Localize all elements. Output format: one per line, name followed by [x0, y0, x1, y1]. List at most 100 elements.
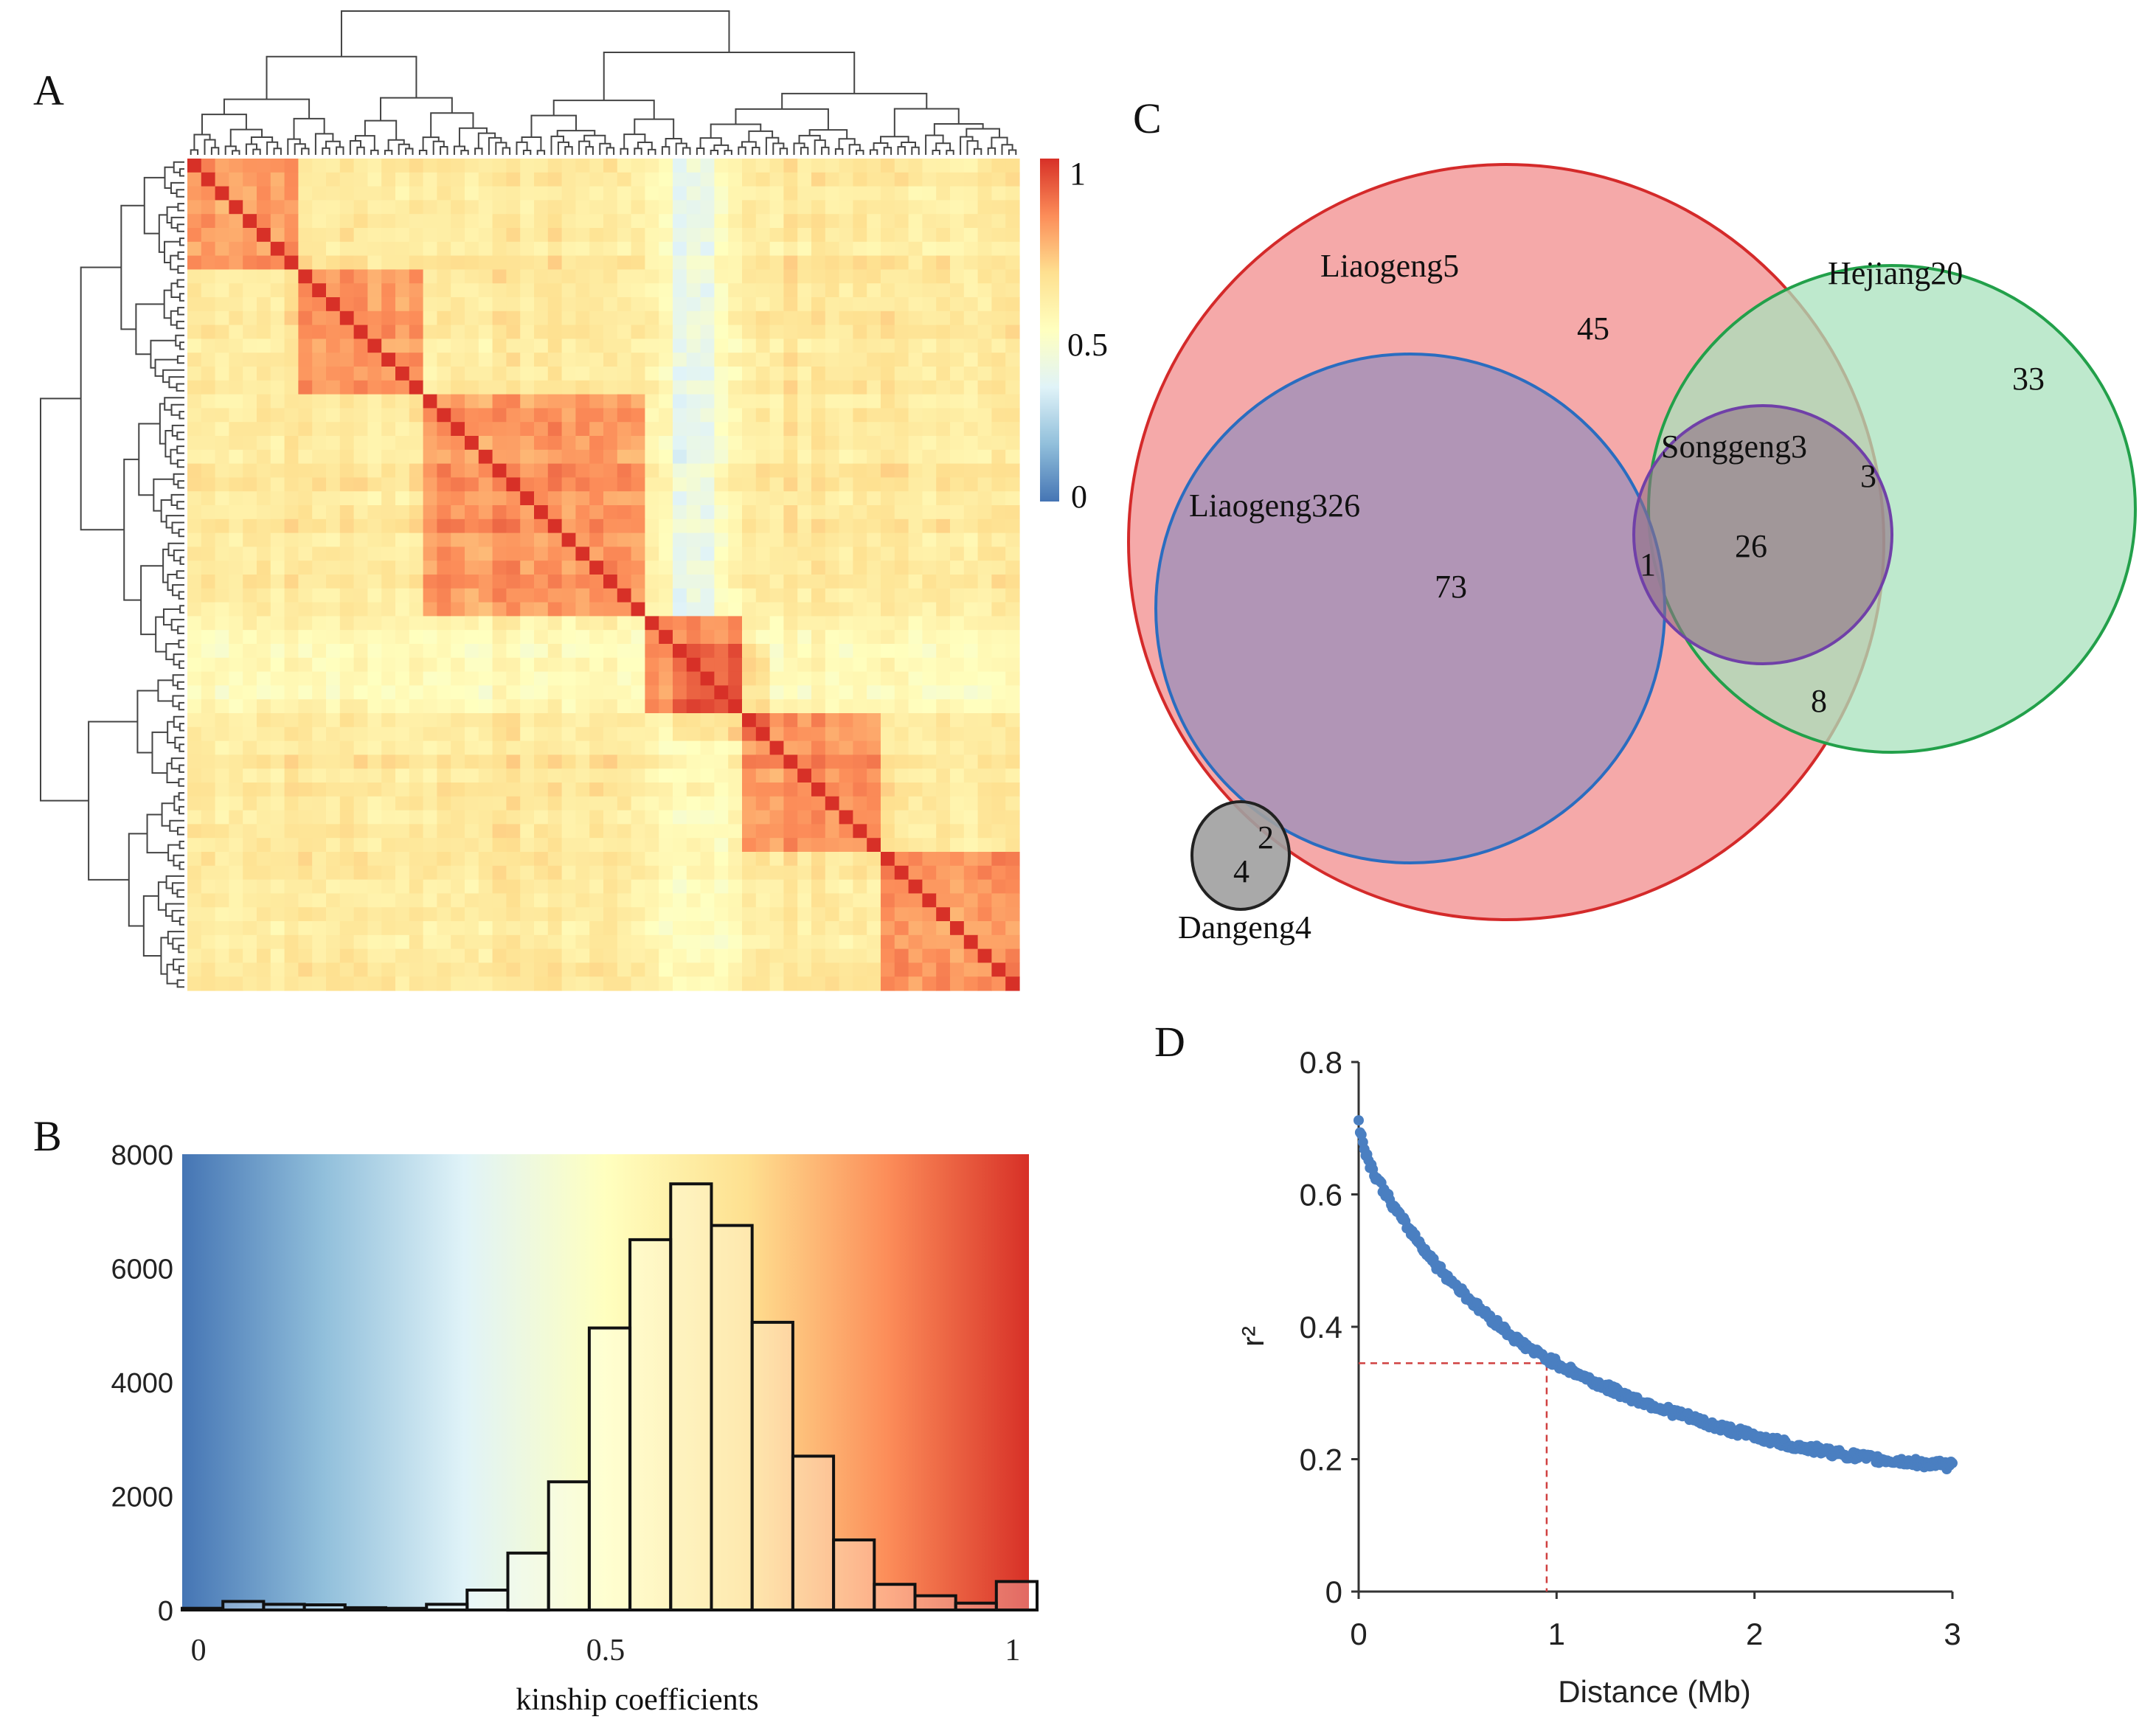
- heatmap-cell: [963, 546, 979, 561]
- heatmap-cell: [881, 852, 895, 867]
- heatmap-cell: [561, 948, 576, 963]
- heatmap-cell: [963, 297, 979, 312]
- heatmap-cell: [534, 339, 549, 353]
- heatmap-cell: [465, 505, 479, 520]
- heatmap-cell: [589, 477, 604, 492]
- heatmap-cell: [755, 824, 771, 839]
- heatmap-cell: [465, 685, 479, 700]
- heatmap-cell: [367, 477, 382, 492]
- heatmap-cell: [201, 879, 216, 894]
- heatmap-cell: [506, 214, 521, 229]
- heatmap-cell: [561, 449, 576, 465]
- heatmap-cell: [811, 824, 826, 839]
- heatmap-cell: [187, 255, 202, 270]
- heatmap-cell: [492, 838, 507, 853]
- heatmap-cell: [922, 616, 937, 631]
- heatmap-cell: [465, 783, 479, 797]
- heatmap-cell: [423, 783, 437, 797]
- heatmap-cell: [506, 518, 521, 534]
- heatmap-cell: [423, 852, 437, 867]
- heatmap-cell: [312, 852, 327, 867]
- heatmap-cell: [811, 477, 826, 492]
- heatmap-cell: [811, 325, 826, 339]
- heatmap-cell: [922, 436, 937, 451]
- heatmap-cell: [520, 200, 535, 215]
- heatmap-cell: [617, 644, 632, 659]
- heatmap-cell: [977, 241, 992, 257]
- heatmap-cell: [797, 172, 812, 187]
- heatmap-cell: [312, 269, 327, 284]
- heatmap-cell: [631, 367, 645, 381]
- heatmap-cell: [797, 699, 812, 714]
- ld-y-tick-label: 0.2: [1300, 1443, 1342, 1477]
- heatmap-cell: [367, 824, 382, 839]
- heatmap-cell: [603, 186, 618, 201]
- heatmap-cell: [728, 575, 743, 589]
- heatmap-cell: [950, 491, 965, 506]
- heatmap-cell: [561, 616, 576, 631]
- heatmap-cell: [589, 879, 604, 894]
- heatmap-cell: [991, 907, 1006, 922]
- heatmap-cell: [936, 255, 951, 270]
- heatmap-cell: [728, 532, 743, 547]
- heatmap-cell: [270, 713, 285, 728]
- heatmap-cell: [659, 879, 673, 894]
- heatmap-cell: [395, 824, 410, 839]
- heatmap-cell: [659, 491, 673, 506]
- heatmap-cell: [742, 810, 757, 825]
- heatmap-cell: [977, 546, 992, 561]
- venn-count-songgeng3-hejiang20: 3: [1860, 458, 1876, 494]
- heatmap-cell: [894, 228, 909, 243]
- heatmap-cell: [659, 713, 673, 728]
- heatmap-cell: [714, 367, 729, 381]
- heatmap-cell: [284, 159, 299, 173]
- heatmap-cell: [395, 477, 410, 492]
- heatmap-cell: [950, 602, 965, 617]
- heatmap-cell: [201, 172, 216, 187]
- heatmap-cell: [298, 783, 313, 797]
- heatmap-cell: [395, 394, 410, 409]
- histogram-bar: [465, 1589, 510, 1611]
- heatmap-cell: [714, 962, 729, 977]
- heatmap-cell: [714, 408, 729, 423]
- heatmap-cell: [506, 241, 521, 257]
- heatmap-cell: [575, 532, 590, 547]
- heatmap-cell: [645, 948, 659, 963]
- heatmap-cell: [963, 449, 979, 465]
- heatmap-cell: [409, 422, 424, 437]
- heatmap-cell: [603, 671, 618, 686]
- heatmap-cell: [229, 671, 243, 686]
- heatmap-cell: [645, 921, 659, 936]
- heatmap-cell: [742, 436, 757, 451]
- heatmap-cell: [783, 367, 798, 381]
- heatmap-cell: [326, 630, 341, 645]
- heatmap-cell: [686, 380, 701, 395]
- heatmap-cell: [991, 754, 1006, 769]
- heatmap-cell: [326, 907, 341, 922]
- heatmap-cell: [881, 671, 895, 686]
- heatmap-cell: [673, 852, 687, 867]
- heatmap-cell: [755, 200, 771, 215]
- heatmap-cell: [936, 921, 951, 936]
- heatmap-cell: [409, 810, 424, 825]
- heatmap-cell: [673, 449, 687, 465]
- heatmap-cell: [603, 283, 618, 298]
- heatmap-cell: [312, 436, 327, 451]
- heatmap-cell: [853, 159, 867, 173]
- heatmap-cell: [465, 422, 479, 437]
- heatmap-cell: [257, 824, 271, 839]
- heatmap-cell: [714, 436, 729, 451]
- heatmap-cell: [922, 740, 937, 755]
- heatmap-cell: [492, 921, 507, 936]
- heatmap-cell: [1005, 422, 1020, 437]
- heatmap-cell: [465, 241, 479, 257]
- heatmap-cell: [575, 879, 590, 894]
- heatmap-cell: [603, 865, 618, 881]
- heatmap-cell: [561, 546, 576, 561]
- heatmap-cell: [270, 962, 285, 977]
- heatmap-cell: [936, 685, 951, 700]
- heatmap-cell: [257, 310, 271, 326]
- heatmap-cell: [950, 852, 965, 867]
- heatmap-cell: [381, 159, 396, 173]
- heatmap-cell: [312, 754, 327, 769]
